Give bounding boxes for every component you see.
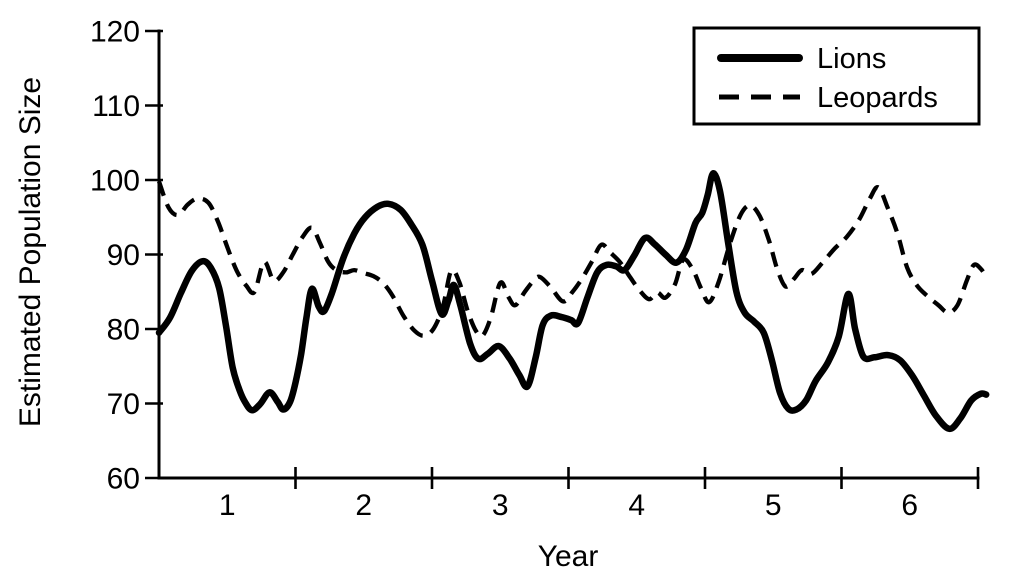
y-tick-label: 110 — [92, 90, 140, 123]
y-tick-label: 70 — [107, 388, 140, 421]
y-axis-ticks: 120 110 100 90 80 70 60 — [90, 16, 163, 496]
lions-line — [155, 170, 990, 433]
legend-lions-label: Lions — [817, 43, 886, 75]
y-tick-label: 60 — [107, 463, 140, 496]
y-tick-label: 80 — [107, 314, 140, 347]
x-axis-title: Year — [538, 540, 599, 573]
y-tick-label: 90 — [107, 239, 140, 272]
leopards-line — [156, 180, 989, 339]
y-tick-label: 100 — [90, 165, 140, 198]
legend-leopards-label: Leopards — [817, 82, 938, 114]
x-tick-label: 3 — [492, 489, 509, 522]
x-tick-label: 1 — [219, 489, 236, 522]
legend-box — [692, 26, 981, 126]
y-axis-title: Estimated Population Size — [14, 77, 47, 427]
x-axis-ticks: 1 2 3 4 5 6 — [219, 467, 980, 522]
y-tick-label: 120 — [90, 16, 140, 49]
series-lines — [155, 170, 990, 433]
x-tick-label: 6 — [901, 489, 918, 522]
x-tick-label: 5 — [765, 489, 782, 522]
x-tick-label: 2 — [355, 489, 372, 522]
legend: Lions Leopards — [692, 26, 981, 126]
x-tick-label: 4 — [628, 489, 645, 522]
